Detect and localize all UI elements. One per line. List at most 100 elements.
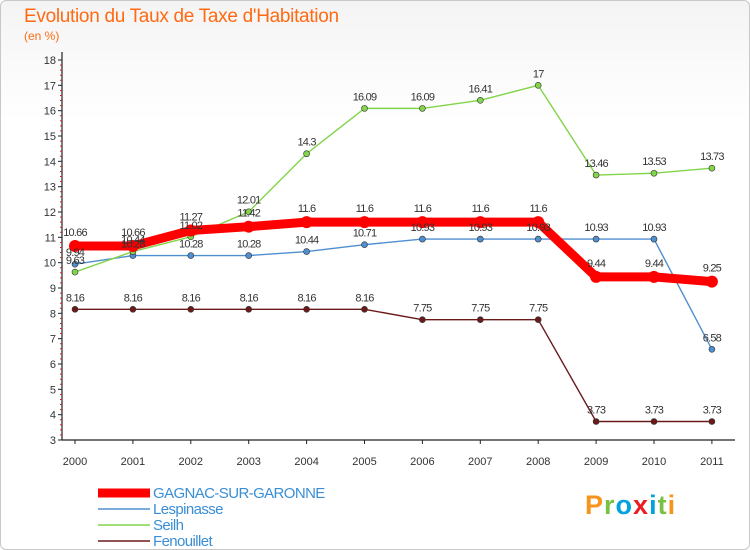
data-label: 3.73 <box>645 405 664 417</box>
legend-item: Lespinasse <box>98 501 325 518</box>
data-point <box>708 164 716 172</box>
data-point <box>476 235 484 243</box>
data-label: 8.16 <box>66 292 85 304</box>
data-label: 16.09 <box>411 91 435 103</box>
data-label: 10.66 <box>63 227 87 239</box>
legend-item: Seilh <box>98 516 325 534</box>
data-point <box>303 150 310 158</box>
logo-letter: o <box>615 490 634 520</box>
data-point <box>592 418 600 425</box>
data-label: 9.25 <box>703 263 722 275</box>
data-point <box>705 275 718 288</box>
data-label: 10.28 <box>237 239 261 251</box>
y-tick-label: 5 <box>50 384 56 396</box>
series-line-lespinasse <box>74 238 713 351</box>
data-label: 10.93 <box>469 222 493 234</box>
data-label: 8.16 <box>124 292 143 304</box>
data-point <box>534 235 542 243</box>
data-point <box>476 96 484 104</box>
data-point <box>474 216 487 229</box>
y-tick-label: 13 <box>44 182 56 194</box>
data-point <box>303 305 310 313</box>
data-label: 7.75 <box>413 303 432 315</box>
x-tick-label: 2010 <box>642 456 666 468</box>
data-label: 9.63 <box>66 255 85 267</box>
data-point <box>534 316 542 323</box>
data-point <box>592 235 600 243</box>
data-label: 13.53 <box>642 156 666 168</box>
legend-label: Fenouillet <box>153 532 213 550</box>
data-label: 12.01 <box>237 195 261 207</box>
legend-label: GAGNAC-SUR-GARONNE <box>153 484 325 502</box>
data-label: 10.93 <box>642 222 666 234</box>
y-tick-label: 6 <box>50 359 56 371</box>
y-tick-label: 18 <box>44 55 56 67</box>
data-label: 11.02 <box>179 220 202 232</box>
data-point <box>419 316 426 323</box>
y-tick-label: 8 <box>50 308 56 320</box>
chart-title: Evolution du Taux de Taxe d'Habitation <box>24 6 339 27</box>
data-label: 11.42 <box>237 208 260 220</box>
y-tick-label: 10 <box>44 258 56 270</box>
data-point <box>648 270 660 283</box>
data-point <box>129 305 137 313</box>
data-label: 9.44 <box>587 258 606 270</box>
logo-letter: i <box>649 490 658 520</box>
data-point <box>245 252 252 259</box>
y-tick-label: 7 <box>50 334 56 346</box>
y-tick-label: 15 <box>44 131 56 143</box>
data-point <box>590 270 603 283</box>
data-point <box>187 252 195 259</box>
data-label: 8.16 <box>355 292 374 304</box>
logo-letter: i <box>667 490 677 520</box>
logo-letter: r <box>604 490 616 520</box>
y-tick-label: 9 <box>50 283 56 295</box>
data-label: 8.16 <box>297 292 316 304</box>
data-point <box>126 239 139 252</box>
data-point <box>419 235 426 243</box>
legend-label: Seilh <box>153 516 184 534</box>
data-point <box>708 418 716 425</box>
data-point <box>361 105 368 112</box>
data-label: 13.46 <box>584 158 608 170</box>
data-label: 10.66 <box>121 227 145 239</box>
data-label: 7.75 <box>529 303 548 315</box>
legend-item: GAGNAC-SUR-GARONNE <box>98 484 325 502</box>
data-label: 11.6 <box>298 203 316 215</box>
series-line-seilh <box>74 84 713 273</box>
data-label: 16.41 <box>469 83 493 95</box>
x-tick-label: 2006 <box>410 456 434 468</box>
data-point <box>71 260 79 268</box>
data-point <box>416 216 429 229</box>
x-tick-label: 2007 <box>468 456 492 468</box>
legend-swatch <box>98 540 150 542</box>
data-label: 10.93 <box>526 222 550 234</box>
data-point <box>419 105 426 112</box>
proxiti-logo: Proxiti <box>585 490 676 521</box>
logo-letter: P <box>585 490 605 520</box>
data-point <box>187 305 195 313</box>
data-label: 8.16 <box>240 292 259 304</box>
data-point <box>708 346 716 353</box>
x-tick-label: 2005 <box>352 456 376 468</box>
data-point <box>242 220 255 233</box>
data-label: 16.09 <box>353 91 377 103</box>
data-point <box>361 241 368 248</box>
data-label: 10.93 <box>411 222 435 234</box>
data-label: 6.58 <box>703 332 722 344</box>
data-point <box>245 305 252 313</box>
data-label: 8.16 <box>182 292 201 304</box>
data-label: 14.3 <box>297 137 316 149</box>
x-tick-label: 2002 <box>179 456 203 468</box>
legend-swatch <box>98 524 150 526</box>
data-point <box>71 305 79 313</box>
y-tick-label: 3 <box>50 435 56 447</box>
data-label: 10.28 <box>121 239 145 251</box>
y-tick-label: 4 <box>50 410 56 422</box>
chart-unit: (en %) <box>24 29 60 43</box>
legend-swatch <box>98 488 150 498</box>
data-label: 3.73 <box>703 405 722 417</box>
data-label: 9.94 <box>66 247 85 259</box>
data-label: 11.6 <box>529 203 547 215</box>
data-label: 3.73 <box>587 405 606 417</box>
